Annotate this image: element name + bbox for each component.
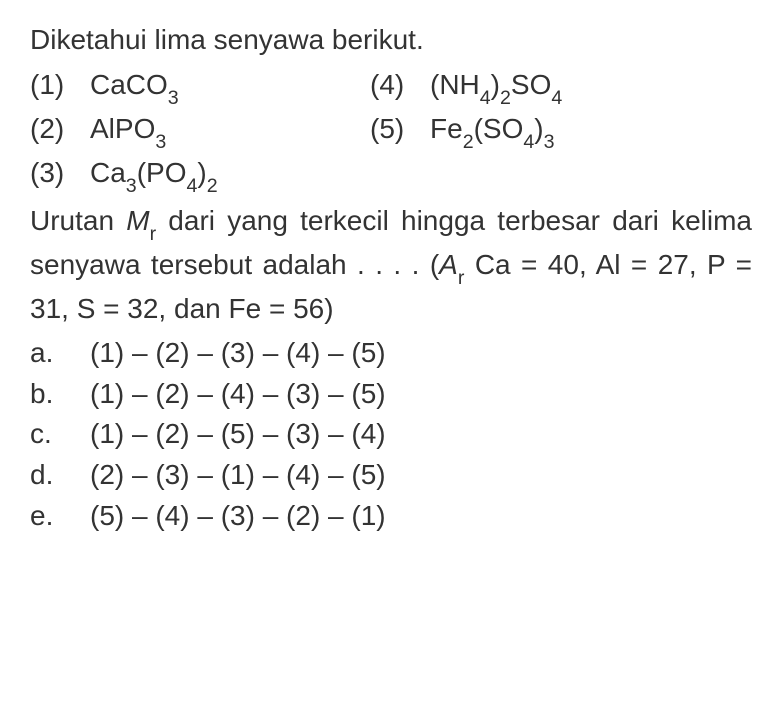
formula-text: Ca [90,157,126,188]
formula: Fe2(SO4)3 [430,109,555,153]
option-list: a.(1) – (2) – (3) – (4) – (5)b.(1) – (2)… [30,333,752,536]
option-text: (1) – (2) – (4) – (3) – (5) [90,374,386,415]
formula-text: ) [491,69,500,100]
option-row: e.(5) – (4) – (3) – (2) – (1) [30,496,752,537]
formula-text: (PO [137,157,187,188]
option-text: (5) – (4) – (3) – (2) – (1) [90,496,386,537]
compound-item: (2)AlPO3 [30,109,370,153]
option-text: (1) – (2) – (5) – (3) – (4) [90,414,386,455]
question-pre: Urutan [30,205,126,236]
compound-item: (1)CaCO3 [30,65,370,109]
compound-item: (4)(NH4)2SO4 [370,65,562,109]
subscript: 2 [207,175,218,197]
formula-text: (SO [474,113,524,144]
subscript: 2 [500,87,511,109]
option-row: a.(1) – (2) – (3) – (4) – (5) [30,333,752,374]
compound-number: (3) [30,153,90,194]
option-row: d.(2) – (3) – (1) – (4) – (5) [30,455,752,496]
formula-text: SO [511,69,551,100]
option-letter: e. [30,496,90,537]
option-text: (2) – (3) – (1) – (4) – (5) [90,455,386,496]
compound-row: (3)Ca3(PO4)2 [30,153,752,197]
formula-text: AlPO [90,113,155,144]
compound-row: (1)CaCO3(4)(NH4)2SO4 [30,65,752,109]
formula: AlPO3 [90,109,166,153]
compound-item: (5)Fe2(SO4)3 [370,109,555,153]
subscript: 3 [168,87,179,109]
option-letter: d. [30,455,90,496]
compound-number: (5) [370,109,430,150]
ar-symbol-r: r [458,267,465,289]
formula: CaCO3 [90,65,179,109]
compound-list: (1)CaCO3(4)(NH4)2SO4(2)AlPO3(5)Fe2(SO4)3… [30,65,752,197]
subscript: 3 [155,131,166,153]
mr-symbol-m: M [126,205,149,236]
subscript: 2 [463,131,474,153]
compound-number: (2) [30,109,90,150]
subscript: 4 [480,87,491,109]
compound-number: (4) [370,65,430,106]
formula-text: (NH [430,69,480,100]
subscript: 3 [126,175,137,197]
question-text: Urutan Mr dari yang terkecil hingga terb… [30,201,752,330]
compound-row: (2)AlPO3(5)Fe2(SO4)3 [30,109,752,153]
formula-text: ) [197,157,206,188]
mr-symbol-r: r [150,223,157,245]
subscript: 4 [551,87,562,109]
subscript: 3 [544,131,555,153]
compound-item: (3)Ca3(PO4)2 [30,153,370,197]
ar-symbol-a: A [439,249,458,280]
option-row: c.(1) – (2) – (5) – (3) – (4) [30,414,752,455]
subscript: 4 [523,131,534,153]
formula: Ca3(PO4)2 [90,153,218,197]
formula-text: CaCO [90,69,168,100]
intro-text: Diketahui lima senyawa berikut. [30,20,752,61]
option-letter: b. [30,374,90,415]
option-row: b.(1) – (2) – (4) – (3) – (5) [30,374,752,415]
formula: (NH4)2SO4 [430,65,562,109]
formula-text: Fe [430,113,463,144]
subscript: 4 [186,175,197,197]
compound-number: (1) [30,65,90,106]
option-letter: a. [30,333,90,374]
option-text: (1) – (2) – (3) – (4) – (5) [90,333,386,374]
formula-text: ) [534,113,543,144]
option-letter: c. [30,414,90,455]
